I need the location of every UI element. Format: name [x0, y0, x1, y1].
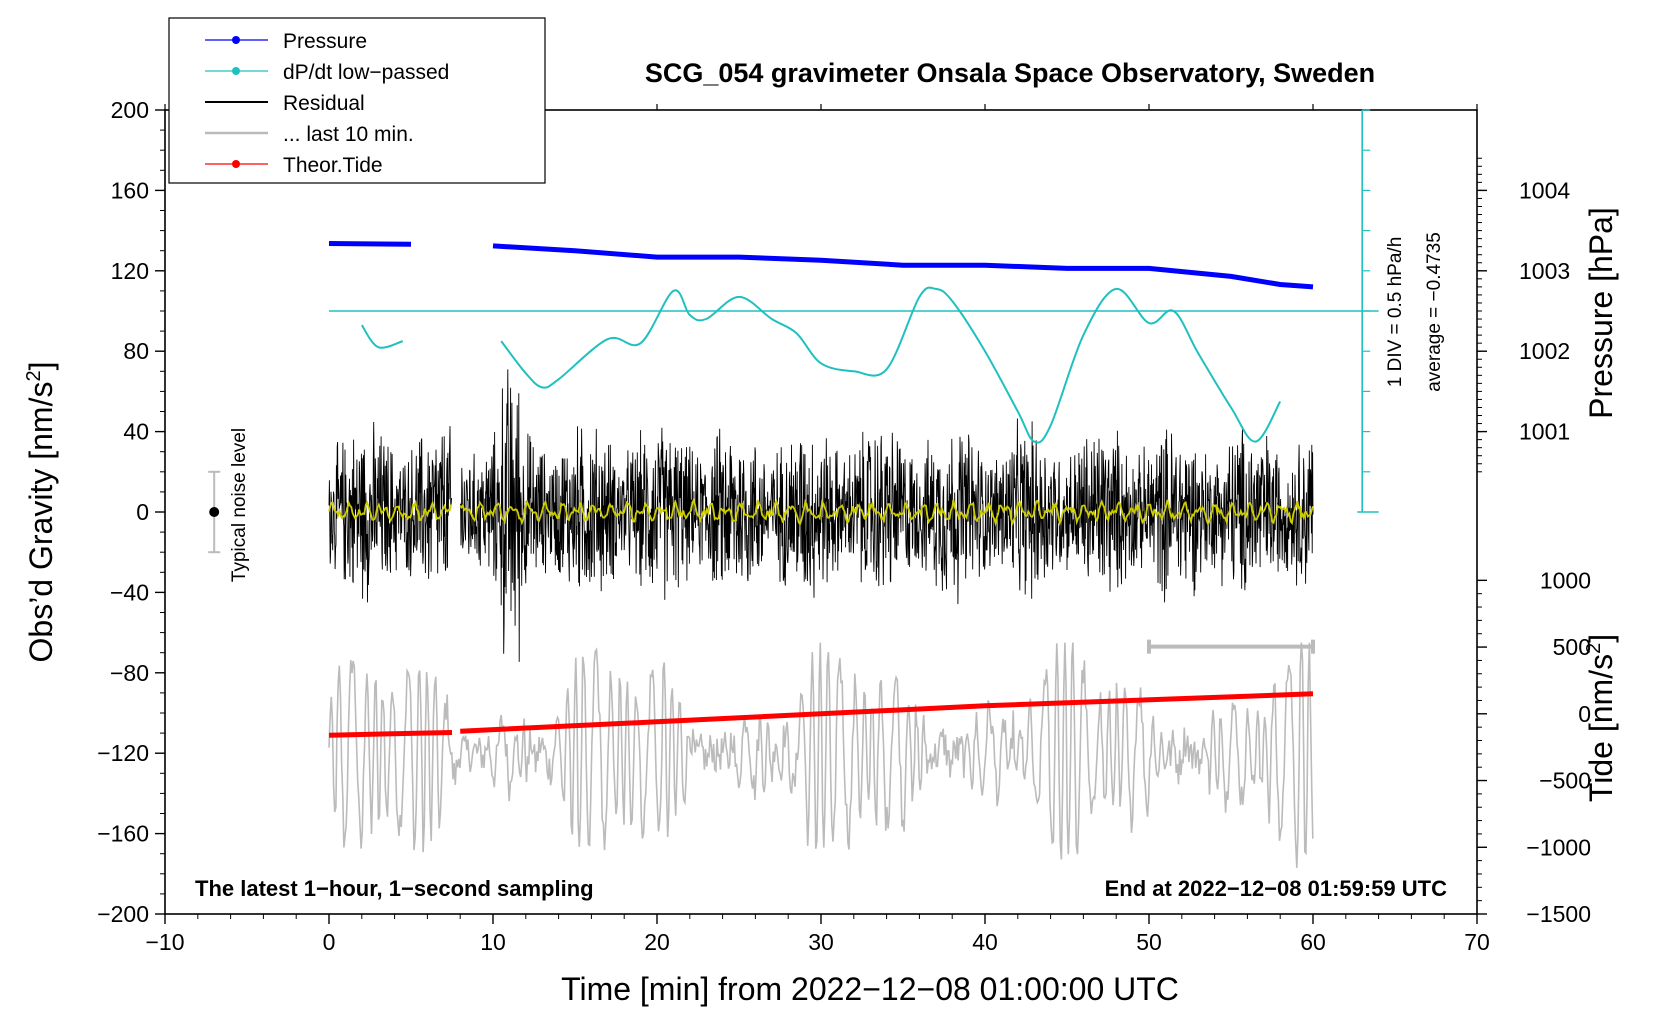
- legend-box: [168, 17, 546, 184]
- last-10-min-line: [328, 642, 1314, 868]
- x-tick-label: 70: [1464, 929, 1490, 955]
- x-tick-label: 50: [1136, 929, 1162, 955]
- pressure-tick-label: 1004: [1519, 177, 1570, 203]
- legend: Pressure dP/dt low−passed Residual ... l…: [168, 17, 546, 184]
- residual-smoothed-line: [328, 497, 1314, 527]
- gravity-tick-label: −200: [97, 901, 149, 927]
- tide-tick-label: 500: [1553, 634, 1591, 660]
- legend-label-residual: Residual: [283, 92, 365, 115]
- y-axis-label-tide-text: Tide [nm/s: [1583, 654, 1619, 802]
- x-tick-label: −10: [145, 929, 184, 955]
- gravity-tick-label: 200: [111, 97, 149, 123]
- tide-tick-label: −1000: [1526, 834, 1591, 860]
- y-axis-label-gravity-sup: 2: [23, 370, 45, 381]
- end-time-note: End at 2022−12−08 01:59:59 UTC: [1105, 876, 1448, 901]
- tide-tick-label: 0: [1578, 701, 1591, 727]
- x-tick-label: 20: [644, 929, 670, 955]
- y-axis-label-tide-close: ]: [1583, 634, 1619, 643]
- sampling-note: The latest 1−hour, 1−second sampling: [195, 876, 594, 901]
- pressure-line-segment-1: [492, 243, 1314, 290]
- legend-label-last10: ... last 10 min.: [283, 123, 414, 146]
- pressure-axis-ticks: 1004 1003 1002 1001: [1477, 157, 1570, 473]
- residual-line: [328, 369, 1314, 662]
- y-axis-label-gravity-text: Obs’d Gravity [nm/s: [23, 382, 59, 663]
- gravity-tick-label: 160: [111, 177, 149, 203]
- x-axis-ticks: −10 0 10 20 30 40 50 60 70: [145, 104, 1490, 955]
- y-axis-label-gravity-close: ]: [23, 362, 59, 371]
- x-tick-label: 10: [480, 929, 506, 955]
- pressure-line-segment-0: [328, 241, 412, 247]
- legend-label-dpdt: dP/dt low−passed: [283, 61, 449, 84]
- dpdt-average-label: average = −0.4735: [1424, 232, 1445, 392]
- y-axis-label-tide-sup: 2: [1583, 643, 1605, 654]
- x-tick-label: 60: [1300, 929, 1326, 955]
- legend-label-pressure: Pressure: [283, 30, 367, 53]
- pressure-tick-label: 1002: [1519, 338, 1570, 364]
- gravity-tick-label: −120: [97, 740, 149, 766]
- legend-marker-pressure: [232, 36, 240, 44]
- chart-title: SCG_054 gravimeter Onsala Space Observat…: [645, 58, 1375, 88]
- tide-axis-ticks: 1000 500 0 −500 −1000 −1500: [1477, 567, 1591, 927]
- gravity-tick-label: 0: [136, 499, 149, 525]
- gravity-tick-label: 120: [111, 258, 149, 284]
- y-axis-label-gravity: Obs’d Gravity [nm/s2]: [23, 362, 59, 663]
- gravity-axis-ticks: 200 160 120 80 40 0 −40 −80 −120 −160 −200: [97, 97, 165, 927]
- x-tick-label: 0: [323, 929, 336, 955]
- dpdt-line-segment-1: [500, 286, 1282, 444]
- gravity-tick-label: 80: [123, 338, 149, 364]
- dpdt-line-segment-0: [360, 324, 404, 349]
- legend-label-tide: Theor.Tide: [283, 154, 383, 177]
- gravity-tick-label: 40: [123, 419, 149, 445]
- legend-marker-dpdt: [232, 67, 240, 75]
- gravity-tick-label: −80: [110, 660, 149, 686]
- x-tick-label: 40: [972, 929, 998, 955]
- noise-level-dot: [209, 507, 220, 517]
- x-tick-label: 30: [808, 929, 834, 955]
- gravity-tick-label: −40: [110, 579, 149, 605]
- dpdt-scale-label: 1 DIV = 0.5 hPa/h: [1385, 237, 1406, 388]
- tide-tick-label: −1500: [1526, 901, 1591, 927]
- x-axis-label: Time [min] from 2022−12−08 01:00:00 UTC: [561, 971, 1179, 1007]
- y-axis-label-pressure: Pressure [hPa]: [1583, 207, 1619, 419]
- tide-line-segment-1: [460, 691, 1314, 734]
- noise-level-label: Typical noise level: [229, 428, 250, 582]
- pressure-tick-label: 1003: [1519, 258, 1570, 284]
- tide-line-segment-0: [328, 730, 453, 738]
- gravity-tick-label: −160: [97, 821, 149, 847]
- tide-tick-label: 1000: [1540, 567, 1591, 593]
- y-axis-label-tide: Tide [nm/s2]: [1583, 634, 1619, 802]
- pressure-tick-label: 1001: [1519, 419, 1570, 445]
- legend-marker-tide: [232, 160, 240, 168]
- plot-series: [208, 109, 1379, 868]
- tide-tick-label: −500: [1539, 768, 1591, 794]
